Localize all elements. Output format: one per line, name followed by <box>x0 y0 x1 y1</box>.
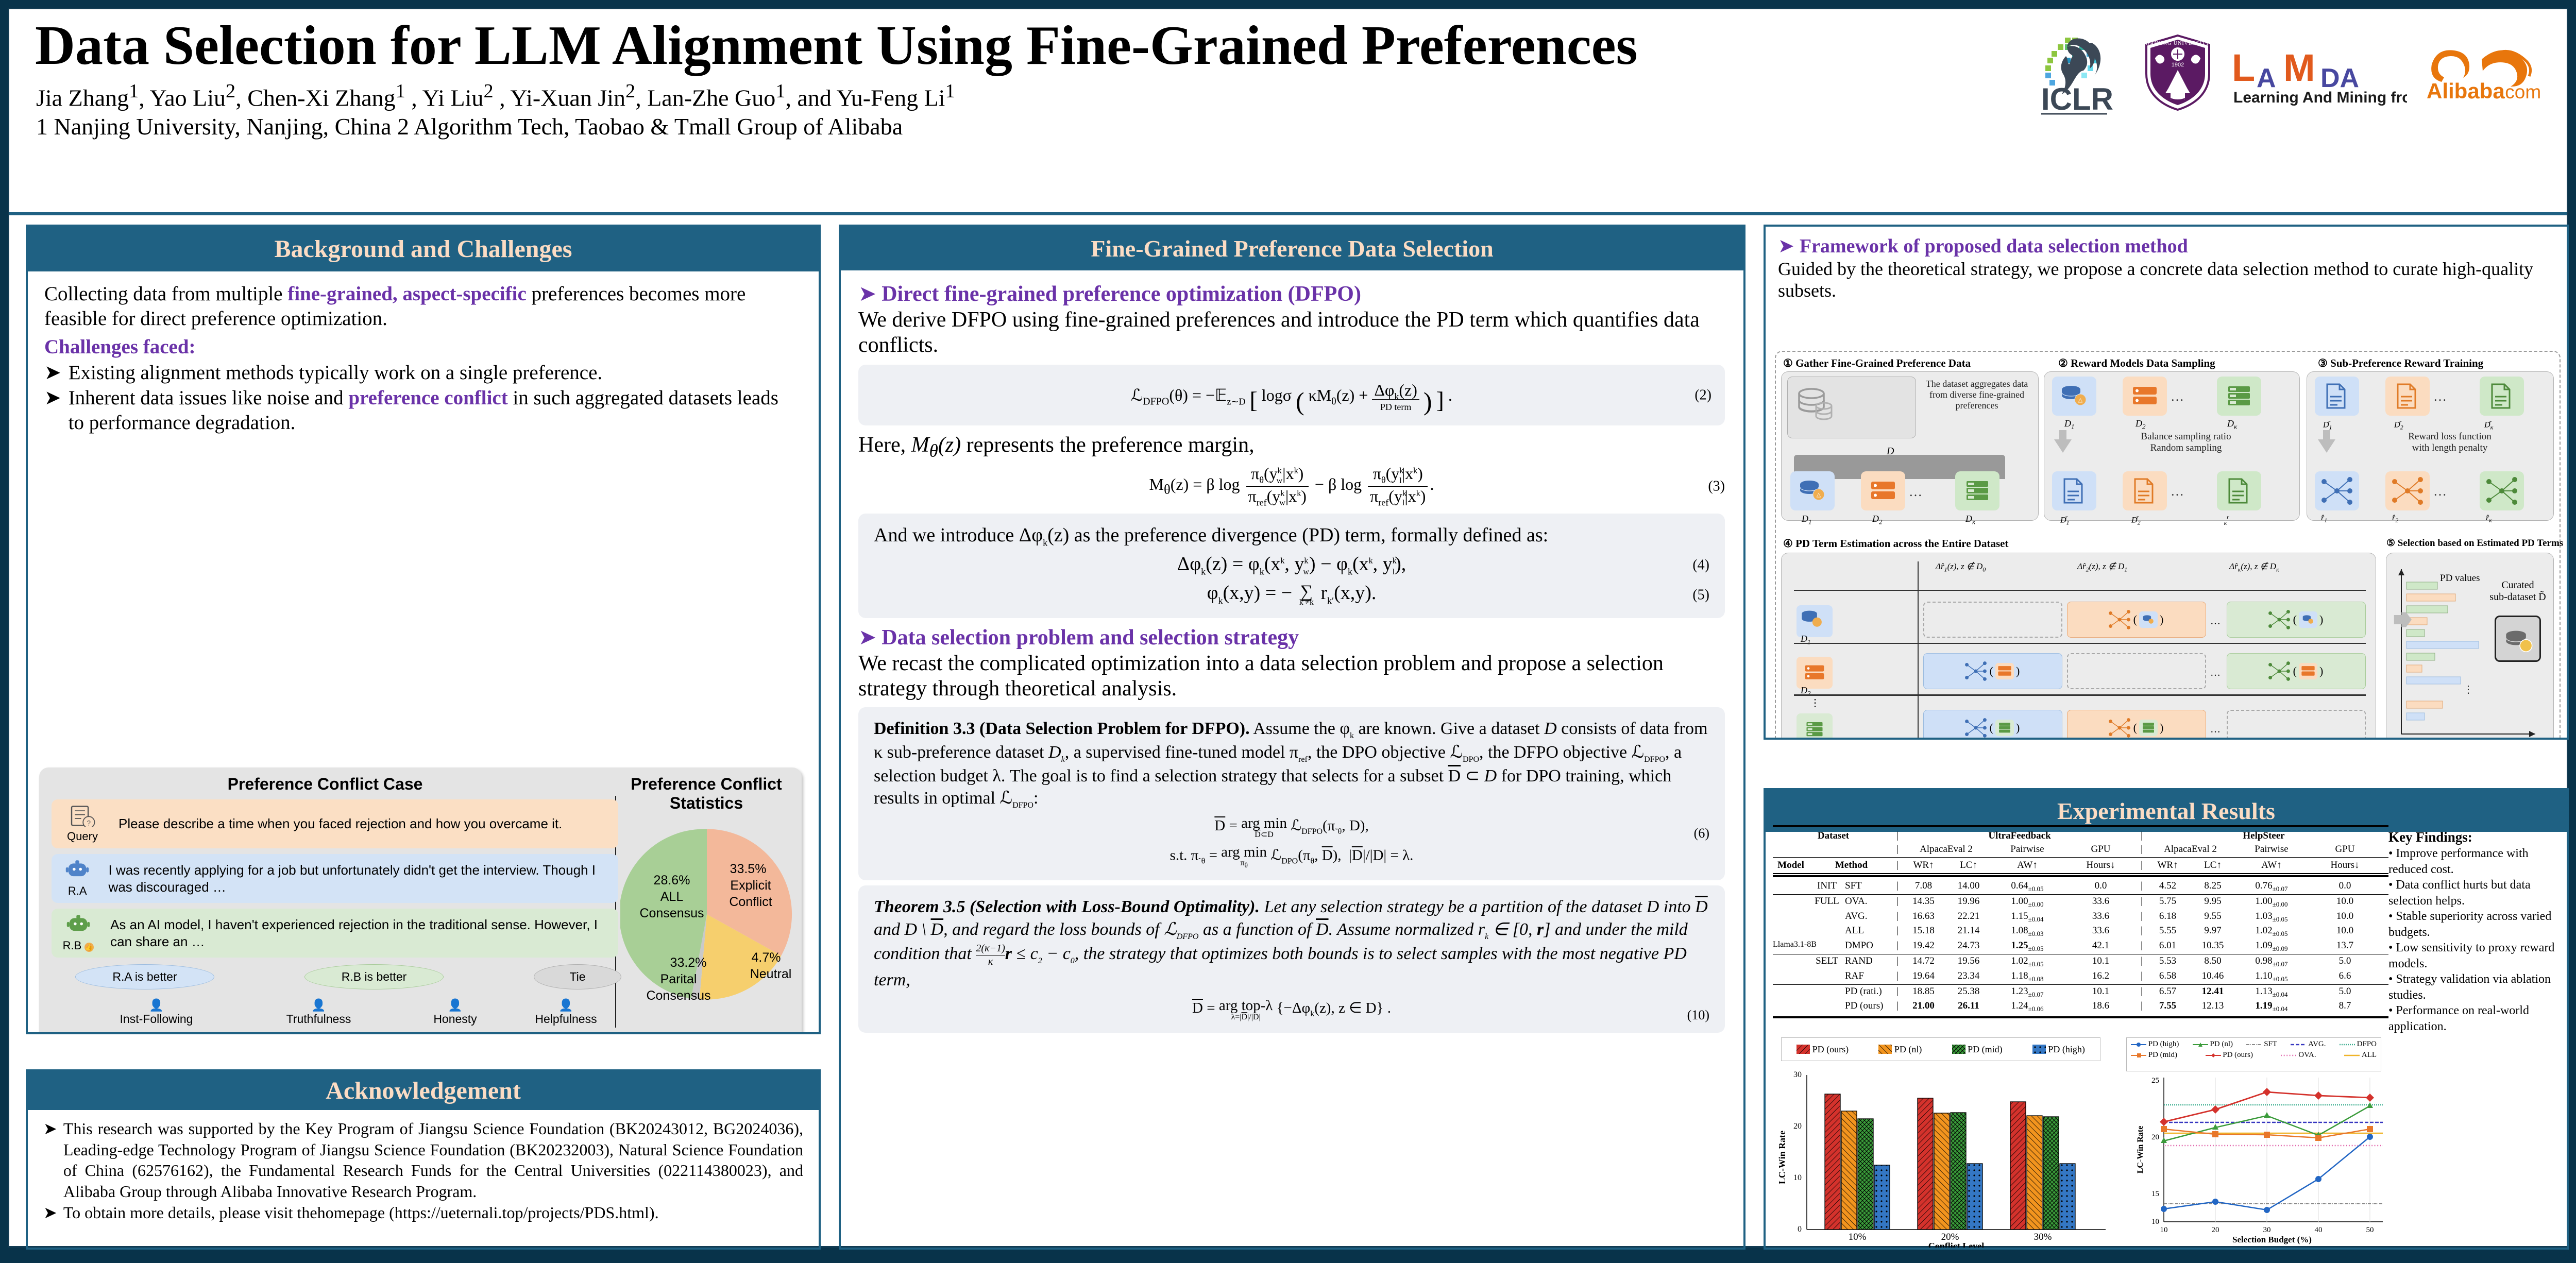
svg-text:25: 25 <box>2151 1077 2159 1085</box>
svg-text:10: 10 <box>1793 1173 1802 1182</box>
svg-text:Neutral: Neutral <box>750 967 792 981</box>
svg-text:PD values: PD values <box>2440 573 2480 584</box>
svg-text:30%: 30% <box>2034 1232 2052 1242</box>
svg-text:0: 0 <box>1798 1225 1802 1234</box>
svg-text:50: 50 <box>2366 1226 2374 1234</box>
svg-text:10%: 10% <box>1849 1232 1867 1242</box>
svg-text:33.2%: 33.2% <box>670 955 707 970</box>
svg-text:10: 10 <box>2160 1226 2168 1234</box>
svg-text:15: 15 <box>2151 1190 2159 1198</box>
svg-text:.com: .com <box>2500 81 2541 103</box>
svg-text:Consensus: Consensus <box>646 988 710 1003</box>
svg-text:20: 20 <box>2151 1133 2159 1141</box>
svg-text:M: M <box>2283 46 2315 89</box>
svg-text:Conflict: Conflict <box>729 895 772 909</box>
svg-text:Alibaba: Alibaba <box>2427 79 2505 103</box>
svg-text:30: 30 <box>1793 1070 1802 1079</box>
svg-text:Learning And Mining from DatA: Learning And Mining from DatA <box>2233 89 2407 106</box>
svg-text:10: 10 <box>2151 1218 2159 1226</box>
svg-text:28.6%: 28.6% <box>654 873 690 887</box>
svg-text:Parital: Parital <box>660 972 697 986</box>
svg-text:LC-Win Rate: LC-Win Rate <box>1777 1131 1787 1184</box>
svg-text:20%: 20% <box>1941 1232 1959 1242</box>
svg-text:20: 20 <box>2212 1226 2219 1234</box>
svg-text:△: △ <box>2078 397 2083 403</box>
svg-text:40: 40 <box>2315 1226 2323 1234</box>
svg-text:△: △ <box>1817 492 1821 498</box>
svg-text:ICLR: ICLR <box>2041 82 2113 116</box>
svg-text:ALL: ALL <box>660 890 684 904</box>
svg-text:NANJING UNIVERSITY: NANJING UNIVERSITY <box>2146 41 2210 46</box>
svg-text:L: L <box>2232 46 2255 89</box>
svg-text:1902: 1902 <box>2172 62 2184 68</box>
svg-text:?: ? <box>87 819 91 826</box>
svg-text:30: 30 <box>2263 1226 2271 1234</box>
svg-text:LC-Win Rate: LC-Win Rate <box>2136 1126 2145 1174</box>
svg-text:Consensus: Consensus <box>639 906 704 920</box>
svg-text:Explicit: Explicit <box>730 878 771 893</box>
svg-text:4.7%: 4.7% <box>752 950 781 965</box>
svg-text:Selection Budget (%): Selection Budget (%) <box>2232 1235 2312 1244</box>
svg-text:⋮: ⋮ <box>2463 684 2473 695</box>
svg-text:20: 20 <box>1793 1122 1802 1131</box>
svg-text:33.5%: 33.5% <box>730 862 767 876</box>
